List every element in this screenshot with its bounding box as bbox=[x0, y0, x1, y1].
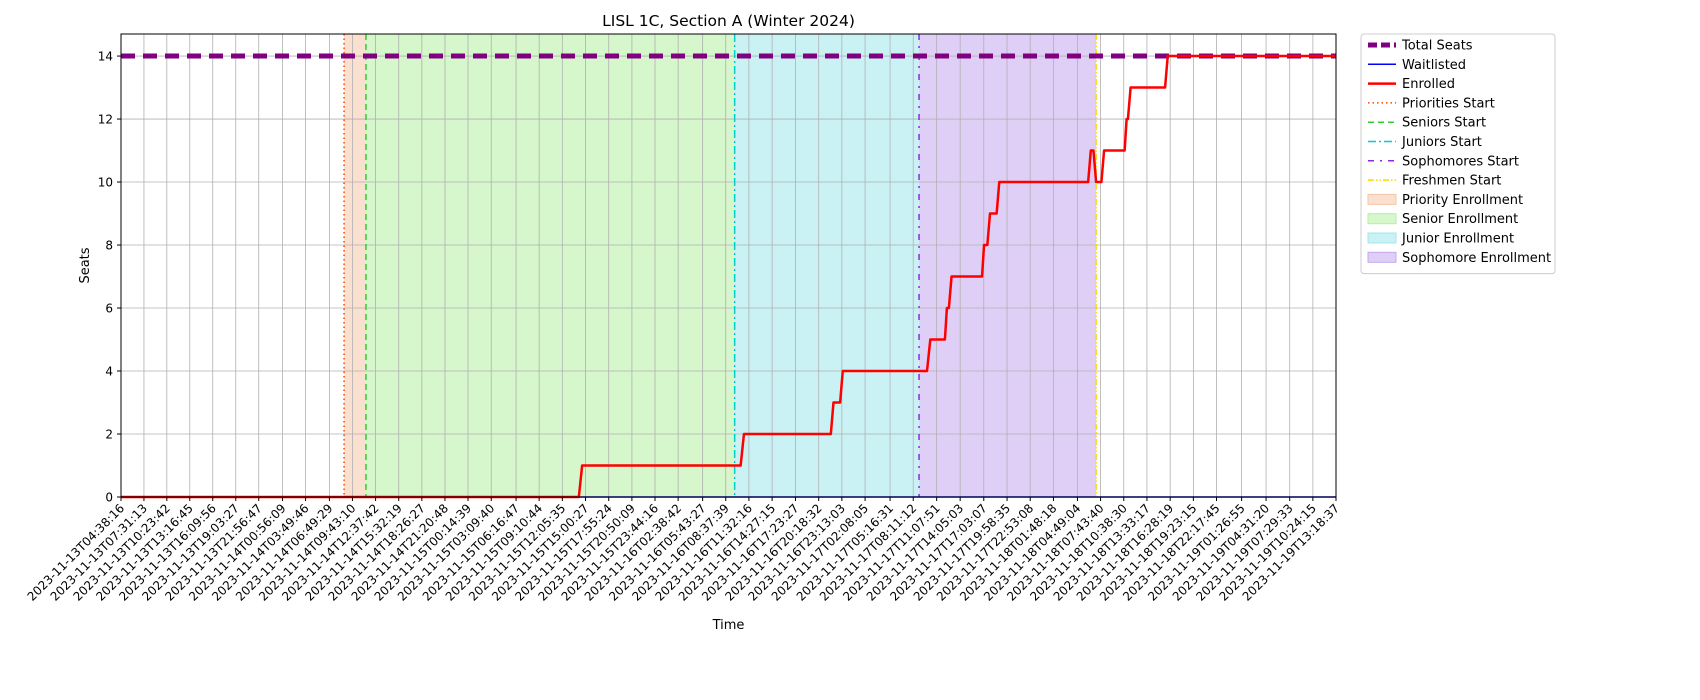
span-junior-enrollment bbox=[734, 34, 920, 497]
plot-frame bbox=[120, 33, 1337, 498]
y-axis-title: Seats bbox=[78, 247, 93, 283]
span-senior-enrollment bbox=[365, 34, 735, 497]
legend-label-sophomores-start: Sophomores Start bbox=[1402, 154, 1519, 169]
legend-box bbox=[1360, 33, 1556, 275]
legend-patch-junior-enrollment bbox=[1367, 232, 1397, 244]
legend-label-seniors-start: Seniors Start bbox=[1402, 116, 1486, 131]
legend-label-priorities-start: Priorities Start bbox=[1402, 96, 1495, 111]
y-tick-label: 10 bbox=[98, 176, 113, 190]
legend-patch-priority-enrollment bbox=[1367, 193, 1397, 205]
legend-label-freshmen-start: Freshmen Start bbox=[1402, 174, 1501, 189]
y-tick-label: 6 bbox=[105, 302, 113, 316]
y-tick-label: 2 bbox=[105, 428, 113, 442]
y-tick-label: 8 bbox=[105, 239, 113, 253]
y-tick-label: 4 bbox=[105, 365, 113, 379]
x-axis: 2023-11-13T04:38:162023-11-13T07:31:1320… bbox=[25, 497, 1342, 604]
span-priority-enrollment bbox=[344, 34, 366, 497]
legend-label-waitlisted: Waitlisted bbox=[1402, 58, 1466, 73]
y-tick-label: 12 bbox=[98, 113, 113, 127]
x-axis-title: Time bbox=[712, 618, 745, 633]
y-tick-label: 14 bbox=[98, 50, 113, 64]
legend-patch-senior-enrollment bbox=[1367, 213, 1397, 225]
legend-label-total-seats: Total Seats bbox=[1401, 39, 1473, 54]
y-tick-label: 0 bbox=[105, 491, 113, 505]
series-line-enrolled bbox=[121, 54, 1336, 499]
legend-label-priority-enrollment: Priority Enrollment bbox=[1402, 193, 1523, 208]
legend-patch-sophomore-enrollment bbox=[1367, 251, 1397, 263]
legend-label-enrolled: Enrolled bbox=[1402, 77, 1455, 92]
span-sophomore-enrollment bbox=[919, 34, 1097, 497]
legend-label-junior-enrollment: Junior Enrollment bbox=[1401, 232, 1514, 247]
period-start-markers bbox=[343, 34, 1097, 497]
enrollment-period-spans bbox=[344, 34, 1097, 497]
legend-label-juniors-start: Juniors Start bbox=[1401, 135, 1482, 150]
legend-label-sophomore-enrollment: Sophomore Enrollment bbox=[1402, 251, 1551, 266]
legend-label-senior-enrollment: Senior Enrollment bbox=[1402, 212, 1518, 227]
legend: Total Seats Waitlisted Enrolled Priorities … bbox=[1360, 33, 1556, 275]
y-axis: 0 2 4 6 8 10 12 14 bbox=[98, 50, 121, 505]
chart-title: LISL 1C, Section A (Winter 2024) bbox=[602, 12, 855, 30]
